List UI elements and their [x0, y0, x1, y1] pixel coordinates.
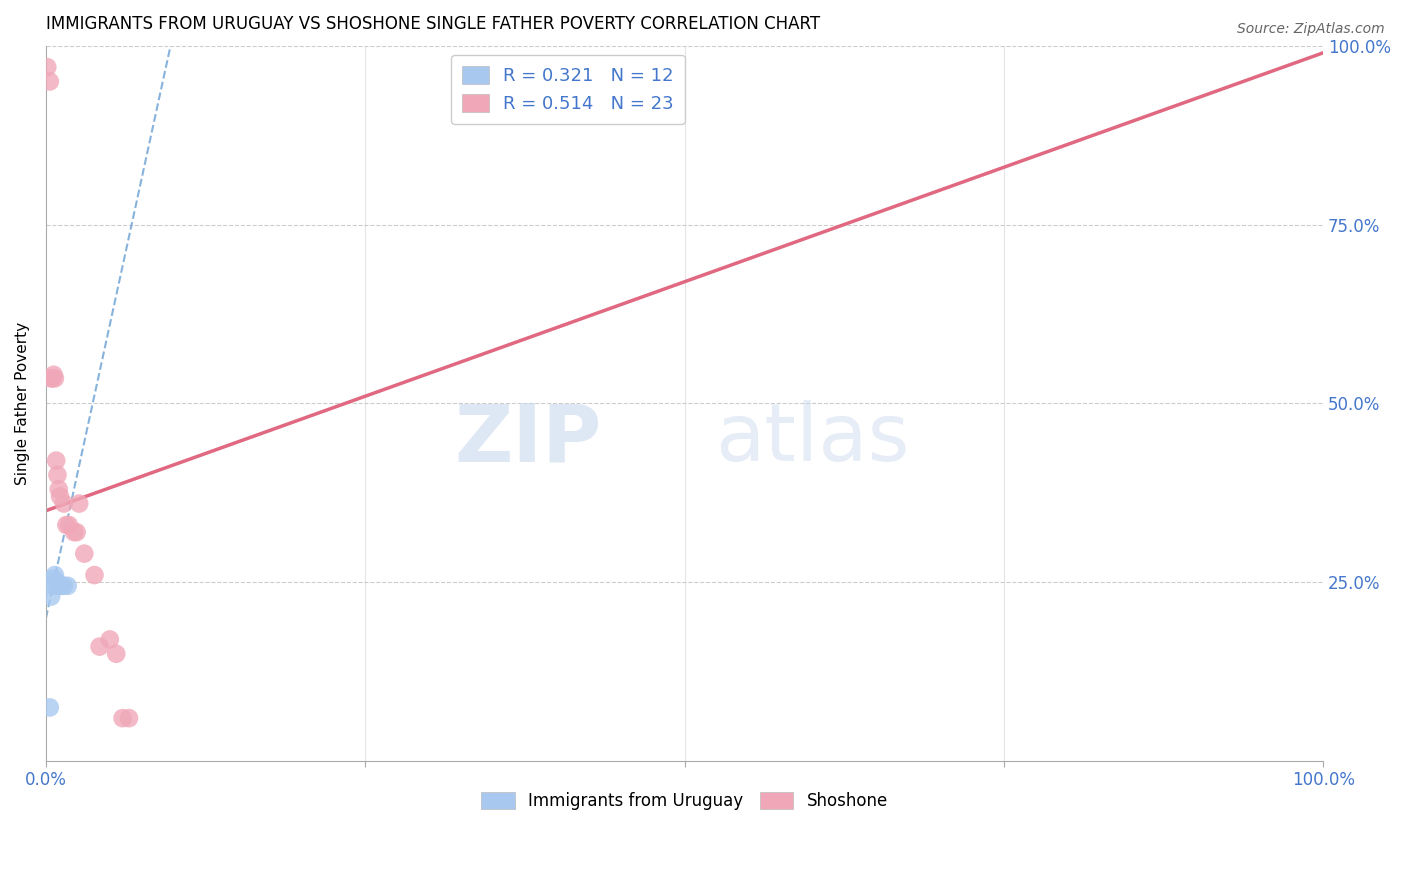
Legend: Immigrants from Uruguay, Shoshone: Immigrants from Uruguay, Shoshone: [475, 786, 894, 817]
Point: [38, 74, 60, 88]
Point: [44, 568, 66, 582]
Point: [41, 579, 63, 593]
Point: [45, 575, 67, 590]
Point: [38, 700, 60, 714]
Point: [118, 711, 141, 725]
Point: [58, 518, 80, 533]
Point: [65, 525, 87, 540]
Point: [63, 525, 86, 540]
Point: [52, 579, 75, 593]
Point: [56, 579, 79, 593]
Point: [42, 368, 65, 382]
Point: [39, 590, 62, 604]
Point: [44, 371, 66, 385]
Point: [39, 371, 62, 385]
Point: [46, 467, 69, 482]
Y-axis label: Single Father Poverty: Single Father Poverty: [15, 322, 30, 485]
Point: [41, 371, 63, 385]
Point: [48, 579, 70, 593]
Point: [37, 60, 59, 74]
Point: [52, 496, 75, 510]
Point: [67, 496, 90, 510]
Point: [73, 547, 96, 561]
Point: [48, 482, 70, 496]
Point: [89, 640, 111, 654]
Point: [45, 453, 67, 467]
Point: [55, 518, 77, 533]
Text: atlas: atlas: [716, 401, 910, 478]
Point: [51, 579, 73, 593]
Point: [83, 568, 105, 582]
Point: [111, 711, 134, 725]
Point: [42, 572, 65, 586]
Text: Source: ZipAtlas.com: Source: ZipAtlas.com: [1237, 22, 1385, 37]
Point: [46, 575, 69, 590]
Point: [98, 632, 121, 647]
Text: ZIP: ZIP: [454, 401, 602, 478]
Point: [105, 647, 128, 661]
Text: IMMIGRANTS FROM URUGUAY VS SHOSHONE SINGLE FATHER POVERTY CORRELATION CHART: IMMIGRANTS FROM URUGUAY VS SHOSHONE SING…: [46, 15, 820, 33]
Point: [49, 489, 72, 503]
Point: [49, 579, 72, 593]
